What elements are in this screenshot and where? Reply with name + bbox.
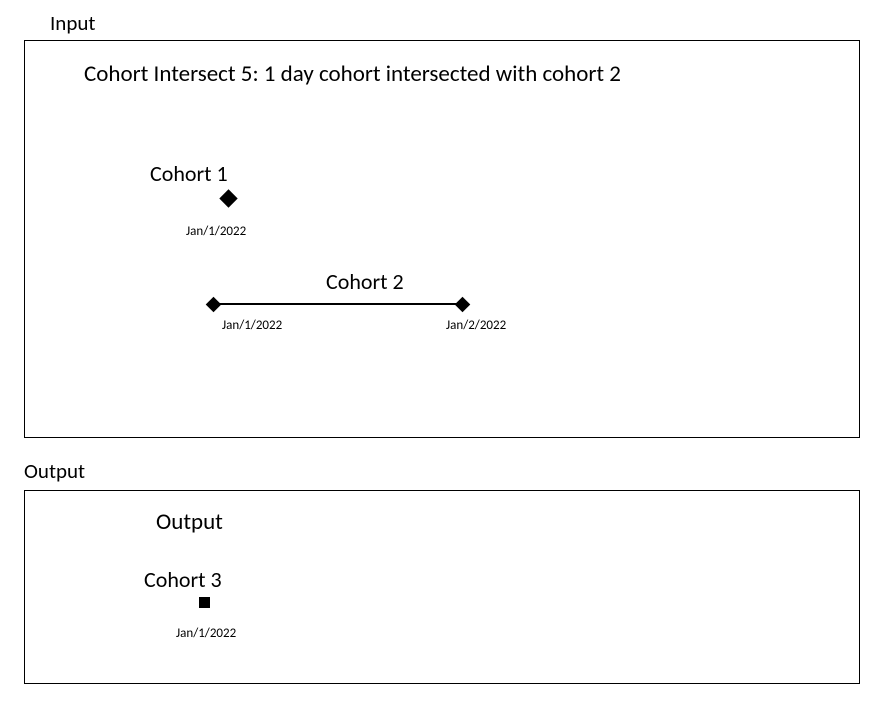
cohort1-date: Jan/1/2022 bbox=[186, 224, 246, 239]
cohort2-end-date: Jan/2/2022 bbox=[446, 318, 506, 333]
output-inner-heading: Output bbox=[156, 508, 223, 536]
output-section-label: Output bbox=[24, 458, 85, 484]
page: Input Cohort Intersect 5: 1 day cohort i… bbox=[0, 0, 882, 726]
cohort3-label: Cohort 3 bbox=[144, 566, 222, 593]
cohort2-label: Cohort 2 bbox=[326, 268, 404, 295]
cohort2-line bbox=[213, 303, 462, 305]
input-box bbox=[24, 40, 860, 438]
cohort3-marker-icon bbox=[199, 597, 210, 608]
cohort3-date: Jan/1/2022 bbox=[176, 626, 236, 641]
input-section-label: Input bbox=[50, 10, 95, 36]
cohort1-label: Cohort 1 bbox=[150, 160, 228, 187]
diagram-title: Cohort Intersect 5: 1 day cohort interse… bbox=[84, 60, 621, 88]
cohort2-start-date: Jan/1/2022 bbox=[222, 318, 282, 333]
